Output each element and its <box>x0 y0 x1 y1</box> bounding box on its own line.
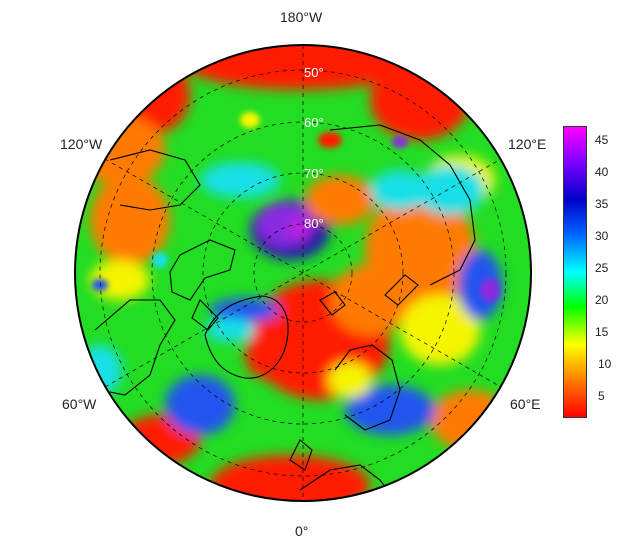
lat-label-70: 70° <box>304 166 324 181</box>
field-blob-orange <box>330 265 410 335</box>
latitude-labels: 50° 60° 70° 80° <box>304 65 324 231</box>
lon-label-0: 0° <box>295 523 309 539</box>
field-blob-cyan <box>78 345 122 395</box>
lon-label-60w: 60°W <box>62 396 97 412</box>
field-blob-magenta <box>288 218 312 238</box>
scandinavia-coast <box>334 344 401 431</box>
svalbard-coast <box>319 291 346 316</box>
field-blob-orange <box>430 390 510 450</box>
parallel-70 <box>202 172 404 374</box>
novaya-zemlya-coast <box>384 274 419 306</box>
field-fine-blob-yellow <box>240 112 260 128</box>
canadian-archipelago-coast <box>169 239 236 331</box>
field-fine-blob-red <box>318 132 342 148</box>
lon-label-180w: 180°W <box>280 9 323 25</box>
colorbar-tick: 5 <box>598 389 605 403</box>
colorbar-tick: 10 <box>598 357 612 371</box>
lat-label-60: 60° <box>304 115 324 130</box>
colorbar-tick: 40 <box>595 165 609 179</box>
colorbar-tick: 15 <box>595 325 609 339</box>
greenland-coast <box>204 295 289 379</box>
map-boundary <box>74 44 532 502</box>
field-blob-cyan <box>415 165 485 215</box>
lat-label-50: 50° <box>304 65 324 80</box>
parallel-50 <box>99 69 507 477</box>
colorbar-tick: 25 <box>595 261 609 275</box>
north-america-coast <box>94 299 176 396</box>
parallel-80 <box>253 223 353 323</box>
colorbar <box>563 126 587 418</box>
field-blob-blue <box>165 375 235 435</box>
field-blob-cyan <box>200 162 280 198</box>
lon-label-120e: 120°E <box>508 136 547 152</box>
field-blob-blue <box>210 298 280 322</box>
field-fine-blob-purple <box>480 278 500 302</box>
field-blob-orange <box>305 175 375 225</box>
colorbar-tick: 30 <box>595 229 609 243</box>
field-blob-red <box>210 455 370 501</box>
uk-coast <box>289 439 313 471</box>
lat-label-80: 80° <box>304 216 324 231</box>
field-fine-blob-purple <box>392 136 408 148</box>
lon-label-60e: 60°E <box>510 396 541 412</box>
field-fine-blob-cyan <box>152 252 168 268</box>
lon-label-120w: 120°W <box>60 136 103 152</box>
parallel-60 <box>151 121 455 425</box>
field-blob-yellow <box>328 362 372 398</box>
colorbar-tick: 35 <box>595 197 609 211</box>
field-blob-orange <box>90 175 170 265</box>
field-blob-red <box>245 330 295 380</box>
graticule <box>99 45 507 501</box>
alaska-coast <box>109 149 201 211</box>
field-blob-yellow <box>90 260 150 300</box>
field-blob-yellow <box>400 295 480 365</box>
field-fine-blob-blue <box>92 279 108 291</box>
field-fine-blobs <box>92 112 500 302</box>
field-blob-blue <box>345 385 435 435</box>
colorbar-tick: 45 <box>595 133 609 147</box>
field-blob-cyan <box>370 170 430 210</box>
field-blob-cyan <box>205 318 255 342</box>
field-blob-blue <box>458 250 502 320</box>
field-blob-red <box>180 45 420 90</box>
field-blob-red <box>110 55 190 135</box>
colorbar-tick: 20 <box>595 293 609 307</box>
field-blob-red <box>370 60 470 140</box>
